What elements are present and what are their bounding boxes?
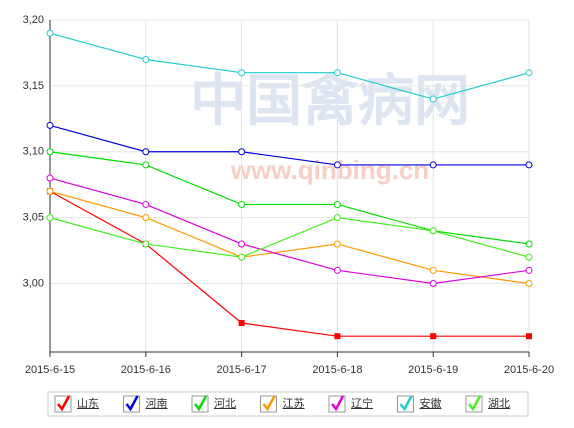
y-tick-label: 3,00 <box>23 277 44 289</box>
series-line <box>49 177 530 285</box>
point <box>334 333 341 340</box>
point <box>238 200 246 208</box>
point <box>525 266 533 274</box>
point <box>525 161 533 169</box>
point <box>333 161 341 169</box>
x-tick-label: 2015-6-17 <box>217 364 267 376</box>
point <box>525 279 533 287</box>
legend-label[interactable]: 河北 <box>214 397 236 410</box>
series-line <box>49 151 530 245</box>
legend-label[interactable]: 湖北 <box>488 397 510 410</box>
point <box>525 240 533 248</box>
y-tick-label: 3,05 <box>23 212 44 224</box>
y-tick-label: 3,10 <box>23 146 44 158</box>
point <box>46 174 54 182</box>
point <box>46 214 54 222</box>
legend-check[interactable] <box>331 395 345 412</box>
point <box>46 121 54 129</box>
point <box>238 69 246 77</box>
point <box>430 333 437 340</box>
point <box>333 266 341 274</box>
series-line <box>49 32 530 100</box>
point <box>142 161 150 169</box>
point <box>429 161 437 169</box>
watermark: www.qinbing.cn <box>230 155 429 185</box>
point <box>333 240 341 248</box>
point <box>333 200 341 208</box>
legend-check[interactable] <box>262 395 276 412</box>
legend-label[interactable]: 安徽 <box>420 396 442 410</box>
series-line <box>49 190 530 285</box>
legend-check[interactable] <box>57 395 71 412</box>
point <box>142 148 150 156</box>
point <box>238 148 246 156</box>
point <box>238 253 246 261</box>
point <box>429 227 437 235</box>
point <box>525 69 533 77</box>
series-line <box>49 124 529 166</box>
point <box>46 29 54 37</box>
legend-check[interactable] <box>125 395 139 412</box>
legend-label[interactable]: 山东 <box>77 397 99 410</box>
y-tick-label: 3,20 <box>23 14 44 26</box>
point <box>142 56 150 64</box>
point <box>142 214 150 222</box>
point <box>238 240 246 248</box>
x-tick-label: 2015-6-19 <box>408 364 458 376</box>
legend-check[interactable] <box>399 395 413 412</box>
watermark: 中国禽病网 <box>190 69 470 132</box>
point <box>46 187 54 195</box>
x-tick-label: 2015-6-18 <box>312 364 362 376</box>
legend-label[interactable]: 河南 <box>146 397 168 410</box>
point <box>429 95 437 103</box>
legend-check[interactable] <box>194 395 208 412</box>
x-tick-label: 2015-6-16 <box>121 364 171 376</box>
point <box>429 279 437 287</box>
x-tick-label: 2015-6-15 <box>25 364 75 376</box>
series-line <box>49 190 529 337</box>
point <box>429 266 437 274</box>
point <box>333 214 341 222</box>
point <box>525 253 533 261</box>
x-tick-label: 2015-6-20 <box>504 364 554 376</box>
point <box>46 148 54 156</box>
legend-label[interactable]: 江苏 <box>283 397 305 410</box>
point <box>238 320 245 327</box>
legend-label[interactable]: 辽宁 <box>351 396 373 410</box>
point <box>142 200 150 208</box>
y-tick-label: 3,15 <box>23 80 44 92</box>
point <box>333 69 341 77</box>
point <box>142 240 150 248</box>
point <box>526 333 532 340</box>
series-line <box>49 217 530 258</box>
legend-check[interactable] <box>468 395 482 412</box>
